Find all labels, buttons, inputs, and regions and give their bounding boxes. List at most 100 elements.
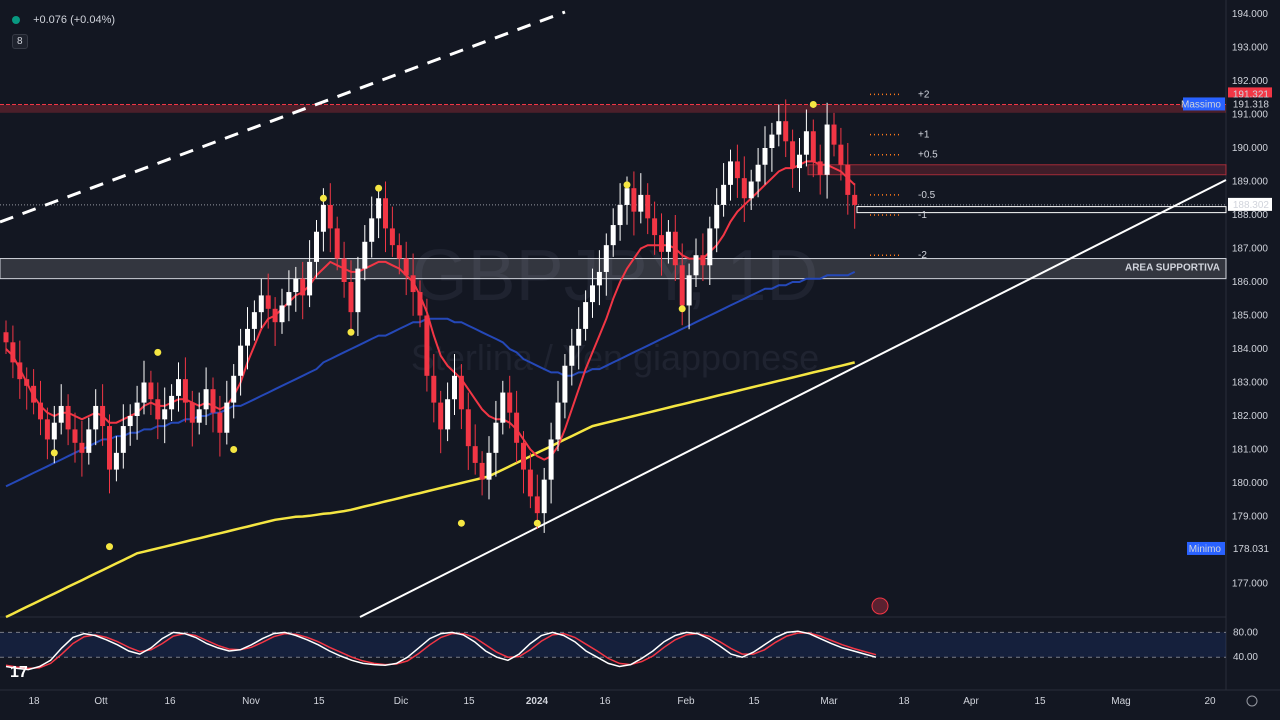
candle-body[interactable]: [838, 144, 844, 165]
candle-body[interactable]: [410, 275, 416, 293]
candle-body[interactable]: [93, 405, 99, 430]
candle-body[interactable]: [51, 422, 57, 440]
candle-body[interactable]: [44, 419, 50, 440]
candle-body[interactable]: [369, 218, 375, 242]
candle-body[interactable]: [500, 392, 506, 423]
candle-body[interactable]: [134, 402, 140, 416]
candle-body[interactable]: [700, 255, 706, 266]
candle-body[interactable]: [348, 282, 354, 313]
candle-body[interactable]: [521, 442, 526, 470]
candle-body[interactable]: [279, 305, 285, 323]
candle-body[interactable]: [707, 228, 713, 266]
candle-body[interactable]: [672, 231, 678, 266]
candle-body[interactable]: [210, 389, 216, 413]
candle-body[interactable]: [748, 181, 754, 199]
candle-body[interactable]: [562, 365, 568, 403]
candle-body[interactable]: [527, 469, 533, 497]
candle-body[interactable]: [231, 375, 237, 403]
candle-body[interactable]: [389, 228, 395, 246]
candle-body[interactable]: [24, 379, 30, 386]
candle-body[interactable]: [107, 426, 112, 470]
candle-body[interactable]: [569, 345, 575, 366]
candle-body[interactable]: [120, 426, 126, 453]
candle-body[interactable]: [596, 271, 602, 286]
candle-body[interactable]: [810, 131, 816, 162]
dashed-trendline[interactable]: [0, 10, 566, 224]
candle-body[interactable]: [555, 402, 561, 440]
candle-body[interactable]: [514, 412, 520, 443]
candle-body[interactable]: [472, 446, 478, 463]
candle-body[interactable]: [645, 194, 651, 219]
candle-body[interactable]: [203, 389, 209, 410]
candle-body[interactable]: [10, 342, 16, 363]
candle-body[interactable]: [38, 402, 43, 420]
candle-body[interactable]: [452, 375, 457, 400]
settings-gear-icon[interactable]: [1246, 695, 1258, 707]
candle-body[interactable]: [465, 409, 471, 447]
candle-body[interactable]: [265, 295, 271, 309]
candle-body[interactable]: [417, 292, 423, 316]
candle-body[interactable]: [79, 442, 85, 453]
candle-body[interactable]: [445, 399, 451, 430]
candle-body[interactable]: [362, 241, 368, 269]
candle-body[interactable]: [127, 416, 133, 427]
candle-body[interactable]: [431, 375, 437, 403]
candle-body[interactable]: [721, 184, 727, 205]
candle-body[interactable]: [403, 258, 409, 276]
indicator-count-badge[interactable]: 8: [12, 34, 28, 49]
candle-body[interactable]: [341, 258, 347, 282]
candle-body[interactable]: [610, 225, 616, 246]
candle-body[interactable]: [293, 278, 299, 293]
candle-body[interactable]: [286, 292, 292, 306]
candle-body[interactable]: [58, 405, 64, 423]
candle-body[interactable]: [355, 268, 361, 313]
candle-body[interactable]: [245, 328, 250, 346]
candle-body[interactable]: [693, 255, 699, 276]
candle-body[interactable]: [100, 405, 106, 427]
candle-body[interactable]: [189, 402, 195, 423]
candle-body[interactable]: [652, 218, 658, 236]
candle-body[interactable]: [141, 382, 147, 403]
support-zone[interactable]: [0, 258, 1227, 280]
candle-body[interactable]: [272, 308, 278, 323]
candle-body[interactable]: [327, 204, 333, 229]
candle-body[interactable]: [72, 429, 78, 443]
candle-body[interactable]: [300, 278, 306, 296]
candle-body[interactable]: [817, 161, 823, 175]
candle-body[interactable]: [783, 121, 789, 142]
candle-body[interactable]: [176, 379, 181, 396]
candle-body[interactable]: [665, 231, 671, 252]
candle-body[interactable]: [845, 164, 851, 195]
ascending-trendline[interactable]: [359, 179, 1227, 618]
candle-body[interactable]: [548, 439, 554, 480]
candle-body[interactable]: [251, 312, 257, 329]
candle-body[interactable]: [590, 285, 595, 303]
candle-body[interactable]: [659, 235, 664, 252]
candle-body[interactable]: [755, 164, 761, 182]
candle-body[interactable]: [576, 328, 582, 346]
candle-body[interactable]: [762, 148, 768, 165]
candle-body[interactable]: [790, 141, 796, 169]
candle-body[interactable]: [148, 382, 154, 400]
candle-body[interactable]: [714, 204, 720, 229]
candle-body[interactable]: [776, 121, 782, 135]
candle-body[interactable]: [307, 261, 313, 296]
candle-body[interactable]: [728, 161, 733, 185]
candle-body[interactable]: [603, 245, 609, 272]
candle-body[interactable]: [797, 154, 802, 169]
candle-body[interactable]: [238, 345, 244, 376]
candle-body[interactable]: [493, 422, 499, 453]
candle-body[interactable]: [258, 295, 264, 313]
candle-body[interactable]: [169, 395, 175, 410]
candle-body[interactable]: [314, 231, 319, 262]
candle-body[interactable]: [486, 452, 492, 480]
candle-body[interactable]: [541, 479, 547, 514]
candle-body[interactable]: [31, 385, 37, 403]
candle-body[interactable]: [376, 198, 382, 219]
candle-body[interactable]: [334, 228, 340, 259]
candle-body[interactable]: [686, 275, 692, 306]
candle-body[interactable]: [217, 412, 223, 433]
candle-body[interactable]: [162, 409, 168, 420]
candle-body[interactable]: [224, 402, 230, 433]
